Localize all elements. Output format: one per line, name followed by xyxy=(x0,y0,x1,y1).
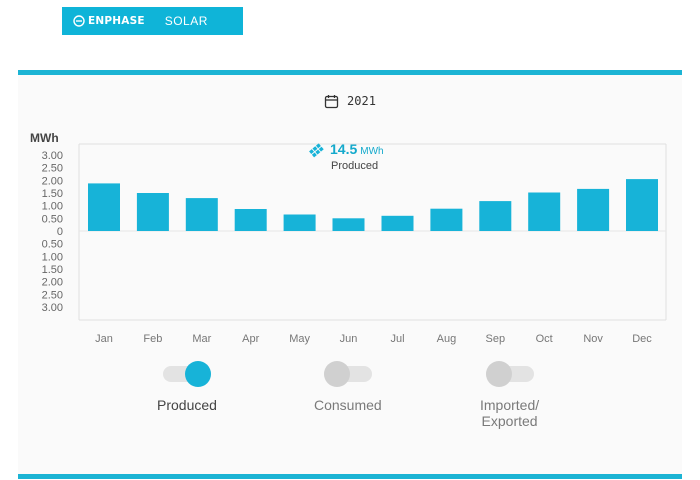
top-divider xyxy=(18,70,682,75)
produced-total-value: 14.5 xyxy=(330,141,358,157)
produced-total-label: Produced xyxy=(331,160,379,172)
brand-header: ENPHASE SOLAR xyxy=(62,7,243,35)
enphase-logo-icon xyxy=(73,15,85,27)
toggle-produced[interactable]: Produced xyxy=(157,361,217,413)
year-selector[interactable]: 2021 xyxy=(18,75,682,127)
switch-knob xyxy=(184,361,211,387)
toggle-imported-exported[interactable]: Imported/ Exported xyxy=(480,361,539,429)
bottom-divider xyxy=(18,474,682,479)
brand-name: ENPHASE xyxy=(88,15,145,27)
production-summary: 14.5 MWh Produced xyxy=(308,141,384,172)
produced-label: Produced xyxy=(157,397,217,413)
exported-label: Exported xyxy=(481,413,538,429)
switch-knob xyxy=(485,361,512,387)
consumed-switch[interactable] xyxy=(323,361,372,387)
imported-label: Imported/ xyxy=(480,397,540,413)
energy-panel: 2021 xyxy=(18,75,682,474)
produced-switch[interactable] xyxy=(162,361,211,387)
consumed-label: Consumed xyxy=(314,397,382,413)
calendar-icon xyxy=(324,94,339,108)
year-label: 2021 xyxy=(347,94,376,108)
enphase-logo: ENPHASE xyxy=(73,15,145,27)
produced-total-unit: MWh xyxy=(360,146,384,157)
solar-panel-icon xyxy=(309,143,324,158)
imported-exported-switch[interactable] xyxy=(485,361,534,387)
product-name: SOLAR xyxy=(164,14,208,28)
switch-knob xyxy=(323,361,350,387)
imported-exported-label: Imported/ Exported xyxy=(480,397,539,429)
toggle-consumed[interactable]: Consumed xyxy=(314,361,382,413)
